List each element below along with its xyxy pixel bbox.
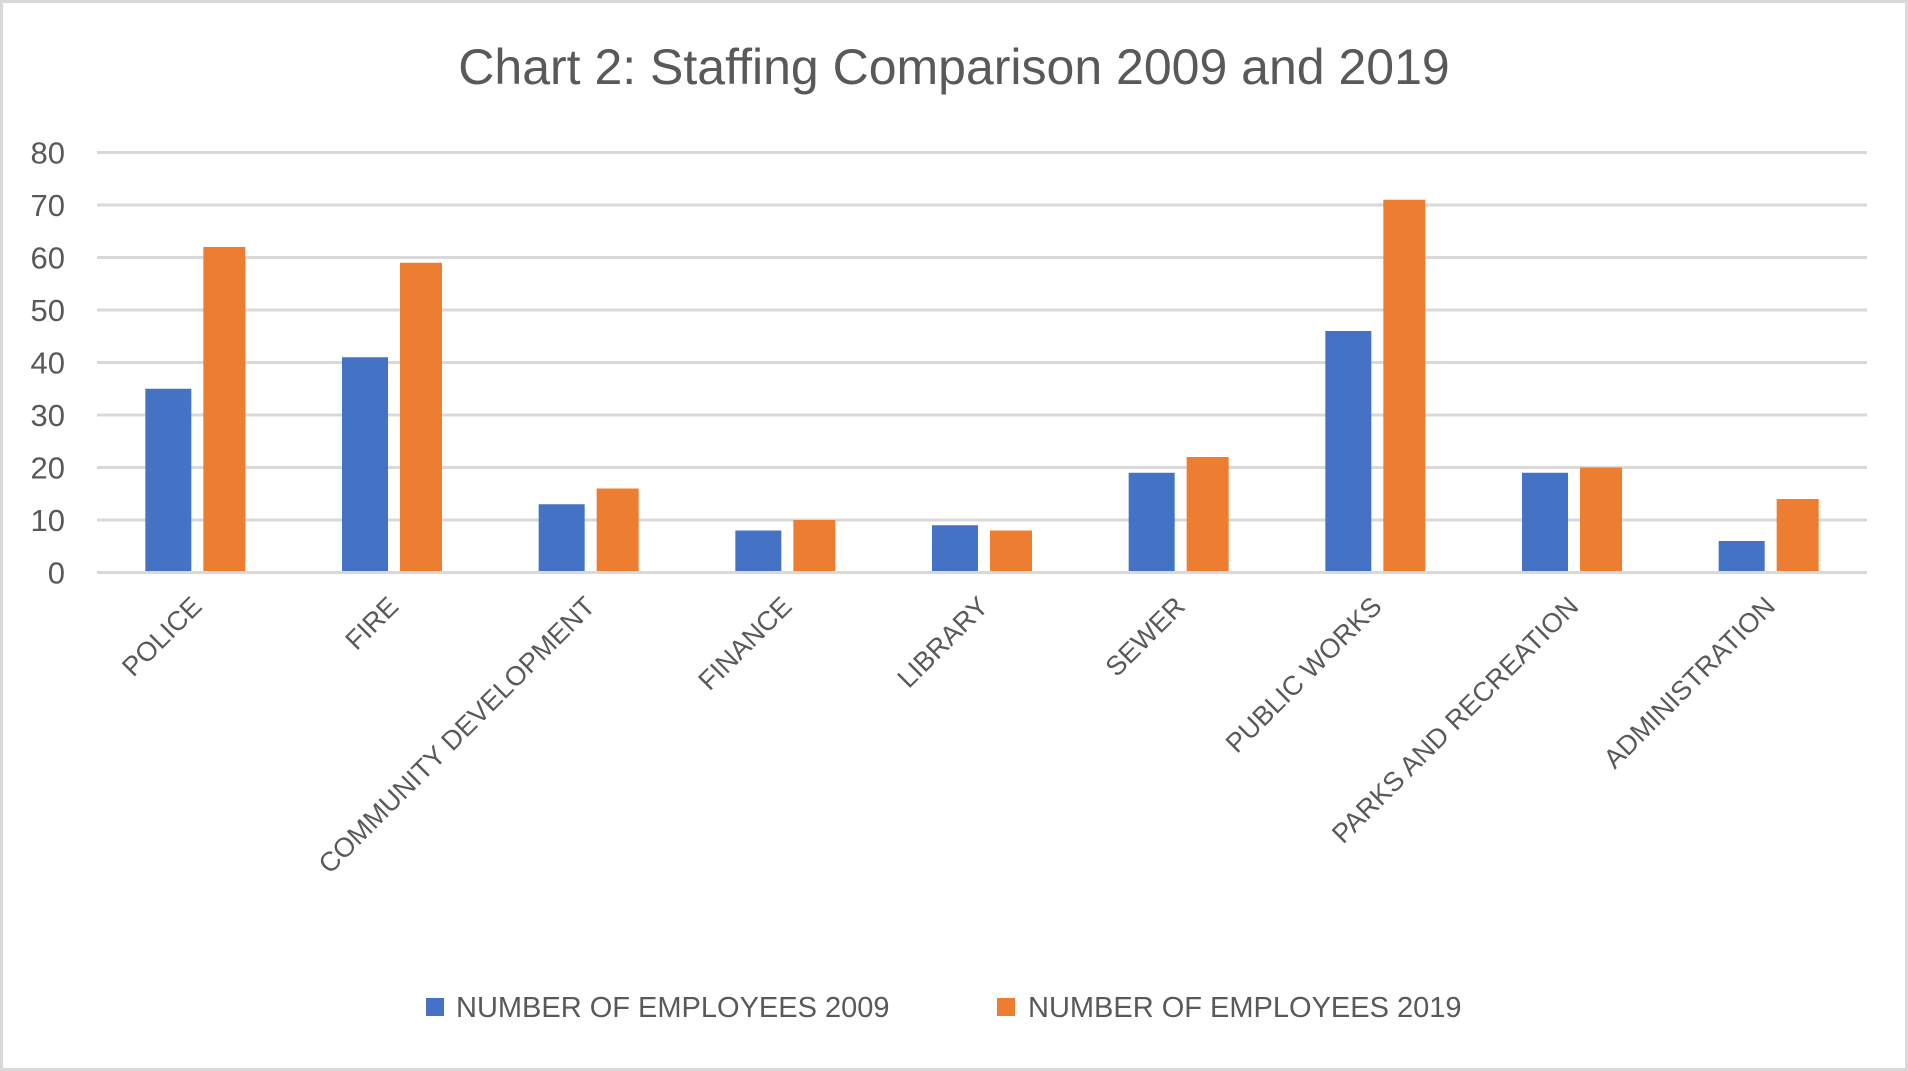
legend: NUMBER OF EMPLOYEES 2009 NUMBER OF EMPLO… — [426, 992, 1462, 1024]
bar-2019-public-works — [1383, 199, 1426, 571]
bar-2009-finance — [735, 530, 782, 571]
x-tick-label: LIBRARY — [892, 591, 995, 694]
bar-2019-police — [203, 247, 246, 571]
bar-2019-parks-and-recreation — [1580, 467, 1622, 571]
x-tick-label: POLICE — [116, 591, 207, 682]
legend-label-2009: NUMBER OF EMPLOYEES 2009 — [456, 992, 890, 1024]
legend-swatch-2009 — [426, 998, 444, 1016]
y-tick-label: 20 — [31, 451, 65, 486]
y-tick-label: 0 — [48, 556, 65, 591]
bar-2009-fire — [342, 357, 388, 571]
y-axis-ticks: 0 10 20 30 40 50 60 70 80 — [31, 136, 65, 591]
bar-2019-administration — [1776, 499, 1819, 571]
gridlines — [97, 151, 1867, 574]
chart-title: Chart 2: Staffing Comparison 2009 and 20… — [458, 39, 1449, 95]
y-tick-label: 10 — [31, 503, 65, 538]
x-tick-label: PUBLIC WORKS — [1220, 591, 1388, 759]
y-tick-label: 50 — [31, 293, 65, 328]
bar-2019-fire — [400, 262, 442, 571]
y-tick-label: 80 — [31, 136, 65, 171]
bar-2019-finance — [793, 520, 836, 571]
bar-2009-library — [932, 525, 978, 571]
bar-2009-police — [145, 388, 192, 571]
bar-2019-library — [990, 530, 1032, 571]
bar-2009-sewer — [1128, 472, 1175, 571]
legend-swatch-2019 — [997, 998, 1015, 1016]
bar-2009-community-development — [538, 504, 585, 571]
y-tick-label: 40 — [31, 346, 65, 381]
bar-2019-sewer — [1186, 457, 1229, 571]
legend-label-2019: NUMBER OF EMPLOYEES 2019 — [1028, 992, 1462, 1024]
y-tick-label: 70 — [31, 188, 65, 223]
y-tick-label: 60 — [31, 241, 65, 276]
bar-2009-administration — [1718, 541, 1765, 571]
x-tick-label: FINANCE — [693, 591, 798, 696]
bar-2009-parks-and-recreation — [1522, 472, 1568, 571]
x-tick-label: FIRE — [340, 591, 405, 656]
bar-2019-community-development — [596, 488, 639, 571]
x-tick-label: ADMINISTRATION — [1598, 591, 1781, 774]
bars — [145, 199, 1819, 571]
bar-2009-public-works — [1325, 331, 1372, 571]
x-tick-label: SEWER — [1100, 591, 1191, 682]
y-tick-label: 30 — [31, 398, 65, 433]
